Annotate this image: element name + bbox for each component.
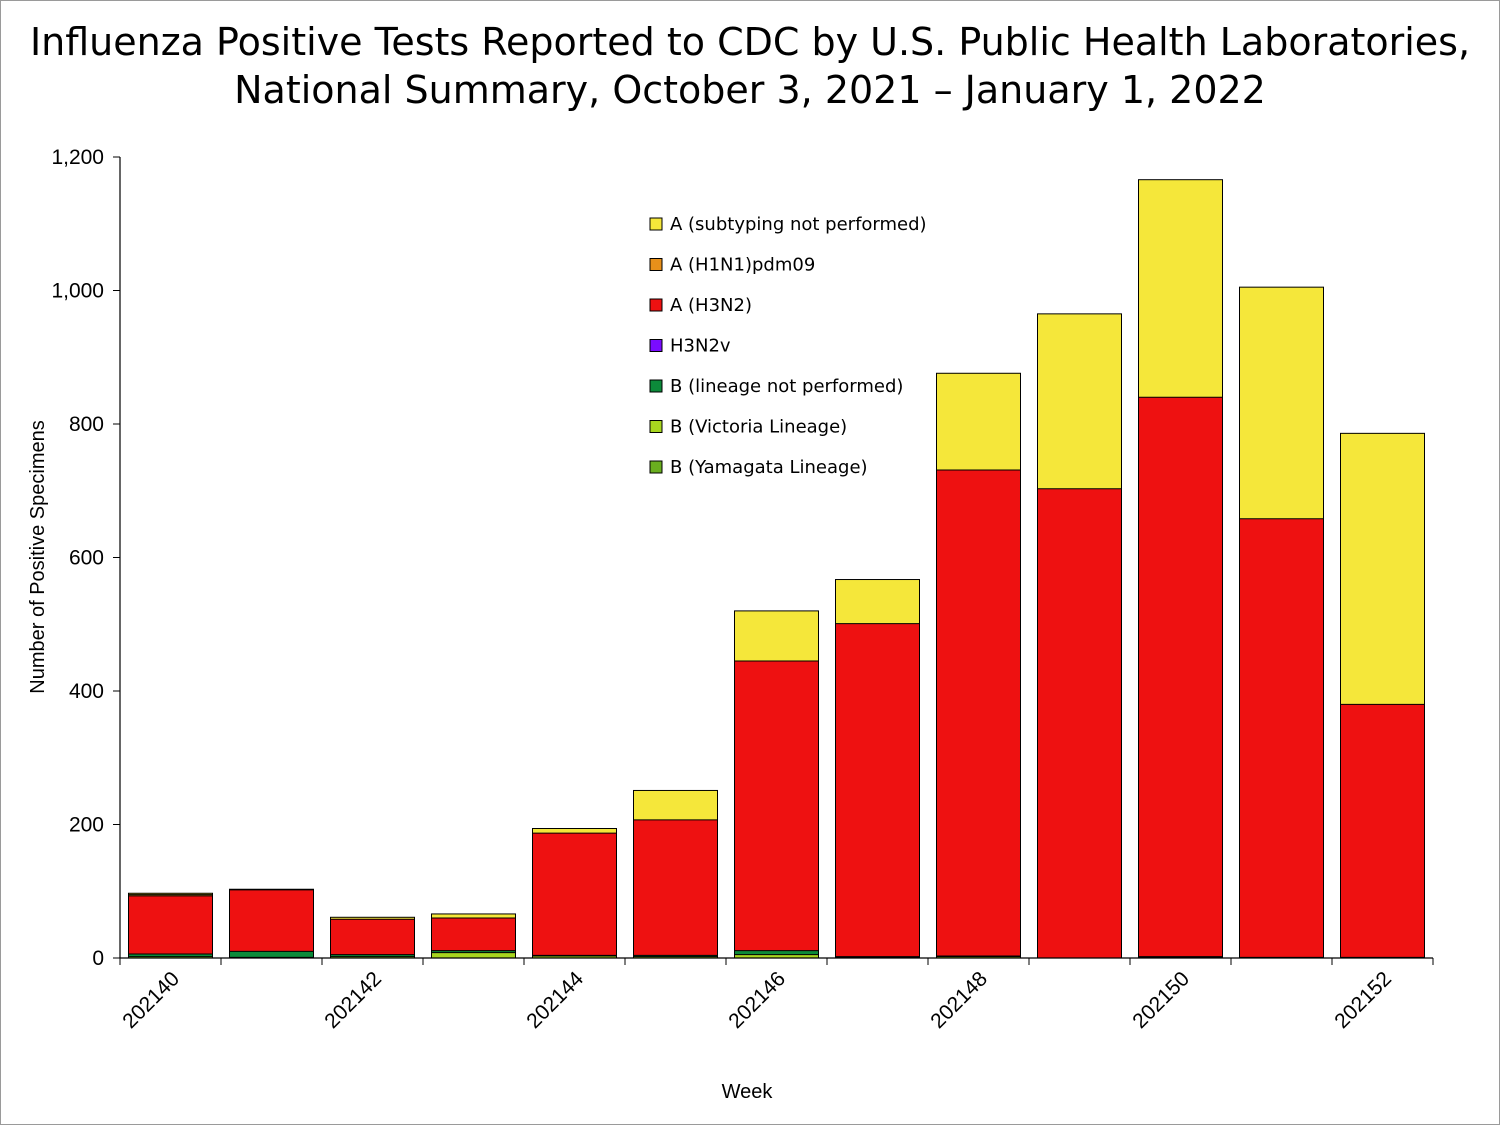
legend-swatch bbox=[649, 460, 663, 474]
x-tick-label: 202144 bbox=[522, 967, 588, 1033]
x-tick-label: 202142 bbox=[320, 967, 386, 1033]
bar-segment-202148-series-6 bbox=[936, 373, 1021, 471]
x-tick-label: 202140 bbox=[118, 967, 184, 1033]
x-tick-label: 202150 bbox=[1128, 967, 1194, 1033]
x-tick-label: 202146 bbox=[724, 967, 790, 1033]
y-tick-label: 400 bbox=[69, 680, 104, 703]
legend-swatch bbox=[649, 379, 663, 393]
y-tick-label: 800 bbox=[69, 413, 104, 436]
bar-segment-202140-series-5 bbox=[128, 894, 213, 896]
bar-segment-202141-series-4 bbox=[229, 889, 314, 952]
bar-segment-202144-series-6 bbox=[532, 828, 617, 834]
chart-title: Influenza Positive Tests Reported to CDC… bbox=[0, 18, 1500, 114]
y-tick-label: 600 bbox=[69, 547, 104, 570]
y-tick-label: 1,200 bbox=[51, 146, 104, 169]
bar-segment-202151-series-6 bbox=[1239, 287, 1324, 519]
bar-segment-202144-series-4 bbox=[532, 833, 617, 956]
bar-segment-202149-series-4 bbox=[1037, 488, 1122, 958]
legend-swatch bbox=[649, 258, 663, 271]
y-tick-label: 200 bbox=[69, 814, 104, 837]
legend-label: A (H3N2) bbox=[670, 295, 752, 316]
legend-label: B (lineage not performed) bbox=[670, 376, 903, 397]
bar-segment-202146-series-4 bbox=[734, 660, 819, 951]
bar-segment-202144-series-1 bbox=[532, 955, 617, 958]
legend-swatch bbox=[649, 420, 663, 433]
legend-label: B (Victoria Lineage) bbox=[670, 417, 847, 438]
bar-segment-202143-series-1 bbox=[431, 952, 516, 958]
x-tick-label: 202148 bbox=[926, 967, 992, 1033]
y-tick-label: 0 bbox=[92, 947, 104, 970]
bar-segment-202152-series-6 bbox=[1340, 433, 1425, 705]
bar-segment-202140-series-6 bbox=[128, 893, 213, 895]
bar-segment-202141-series-2 bbox=[229, 951, 314, 958]
bar-area bbox=[128, 179, 1425, 959]
bar-segment-202146-series-1 bbox=[734, 954, 819, 958]
bar-segment-202145-series-1 bbox=[633, 956, 718, 958]
bar-segment-202142-series-2 bbox=[330, 954, 415, 957]
legend: A (subtyping not performed) A (H1N1)pdm09… bbox=[649, 214, 927, 478]
bar-segment-202146-series-2 bbox=[734, 950, 819, 955]
x-axis-title: Week bbox=[722, 1081, 774, 1103]
bar-segment-202152-series-4 bbox=[1340, 704, 1425, 958]
bar-segment-202149-series-6 bbox=[1037, 313, 1122, 489]
bar-segment-202140-series-1 bbox=[128, 956, 213, 958]
bar-segment-202145-series-4 bbox=[633, 819, 718, 956]
legend-swatch bbox=[649, 298, 663, 312]
bar-segment-202140-series-4 bbox=[128, 895, 213, 954]
bar-segment-202145-series-2 bbox=[633, 955, 718, 957]
bar-segment-202147-series-4 bbox=[835, 623, 920, 957]
chart-title-line-2: National Summary, October 3, 2021 – Janu… bbox=[234, 68, 1266, 112]
bar-segment-202140-series-2 bbox=[128, 953, 213, 957]
legend-label: A (H1N1)pdm09 bbox=[670, 255, 815, 276]
y-tick-label: 1,000 bbox=[51, 280, 104, 303]
bar-segment-202142-series-1 bbox=[330, 956, 415, 958]
bar-segment-202150-series-6 bbox=[1138, 179, 1223, 398]
bar-segment-202147-series-6 bbox=[835, 579, 920, 624]
bar-segment-202150-series-4 bbox=[1138, 397, 1223, 957]
bar-segment-202143-series-6 bbox=[431, 913, 516, 918]
legend-label: B (Yamagata Lineage) bbox=[670, 457, 868, 478]
bar-segment-202148-series-4 bbox=[936, 470, 1021, 956]
x-tick-label: 202152 bbox=[1330, 967, 1396, 1033]
bar-segment-202148-series-1 bbox=[936, 956, 1021, 958]
bar-segment-202143-series-2 bbox=[431, 950, 516, 953]
bar-segment-202146-series-6 bbox=[734, 610, 819, 661]
y-axis-title: Number of Positive Specimens bbox=[27, 420, 49, 693]
legend-swatch bbox=[649, 217, 663, 231]
legend-label: H3N2v bbox=[670, 336, 731, 357]
bar-segment-202151-series-4 bbox=[1239, 518, 1324, 958]
legend-swatch bbox=[649, 339, 663, 352]
bar-segment-202143-series-4 bbox=[431, 917, 516, 951]
legend-label: A (subtyping not performed) bbox=[670, 214, 927, 235]
bar-segment-202142-series-4 bbox=[330, 919, 415, 955]
bar-segment-202145-series-6 bbox=[633, 790, 718, 820]
chart-title-line-1: Influenza Positive Tests Reported to CDC… bbox=[29, 20, 1471, 64]
bar-segment-202142-series-6 bbox=[330, 917, 415, 920]
